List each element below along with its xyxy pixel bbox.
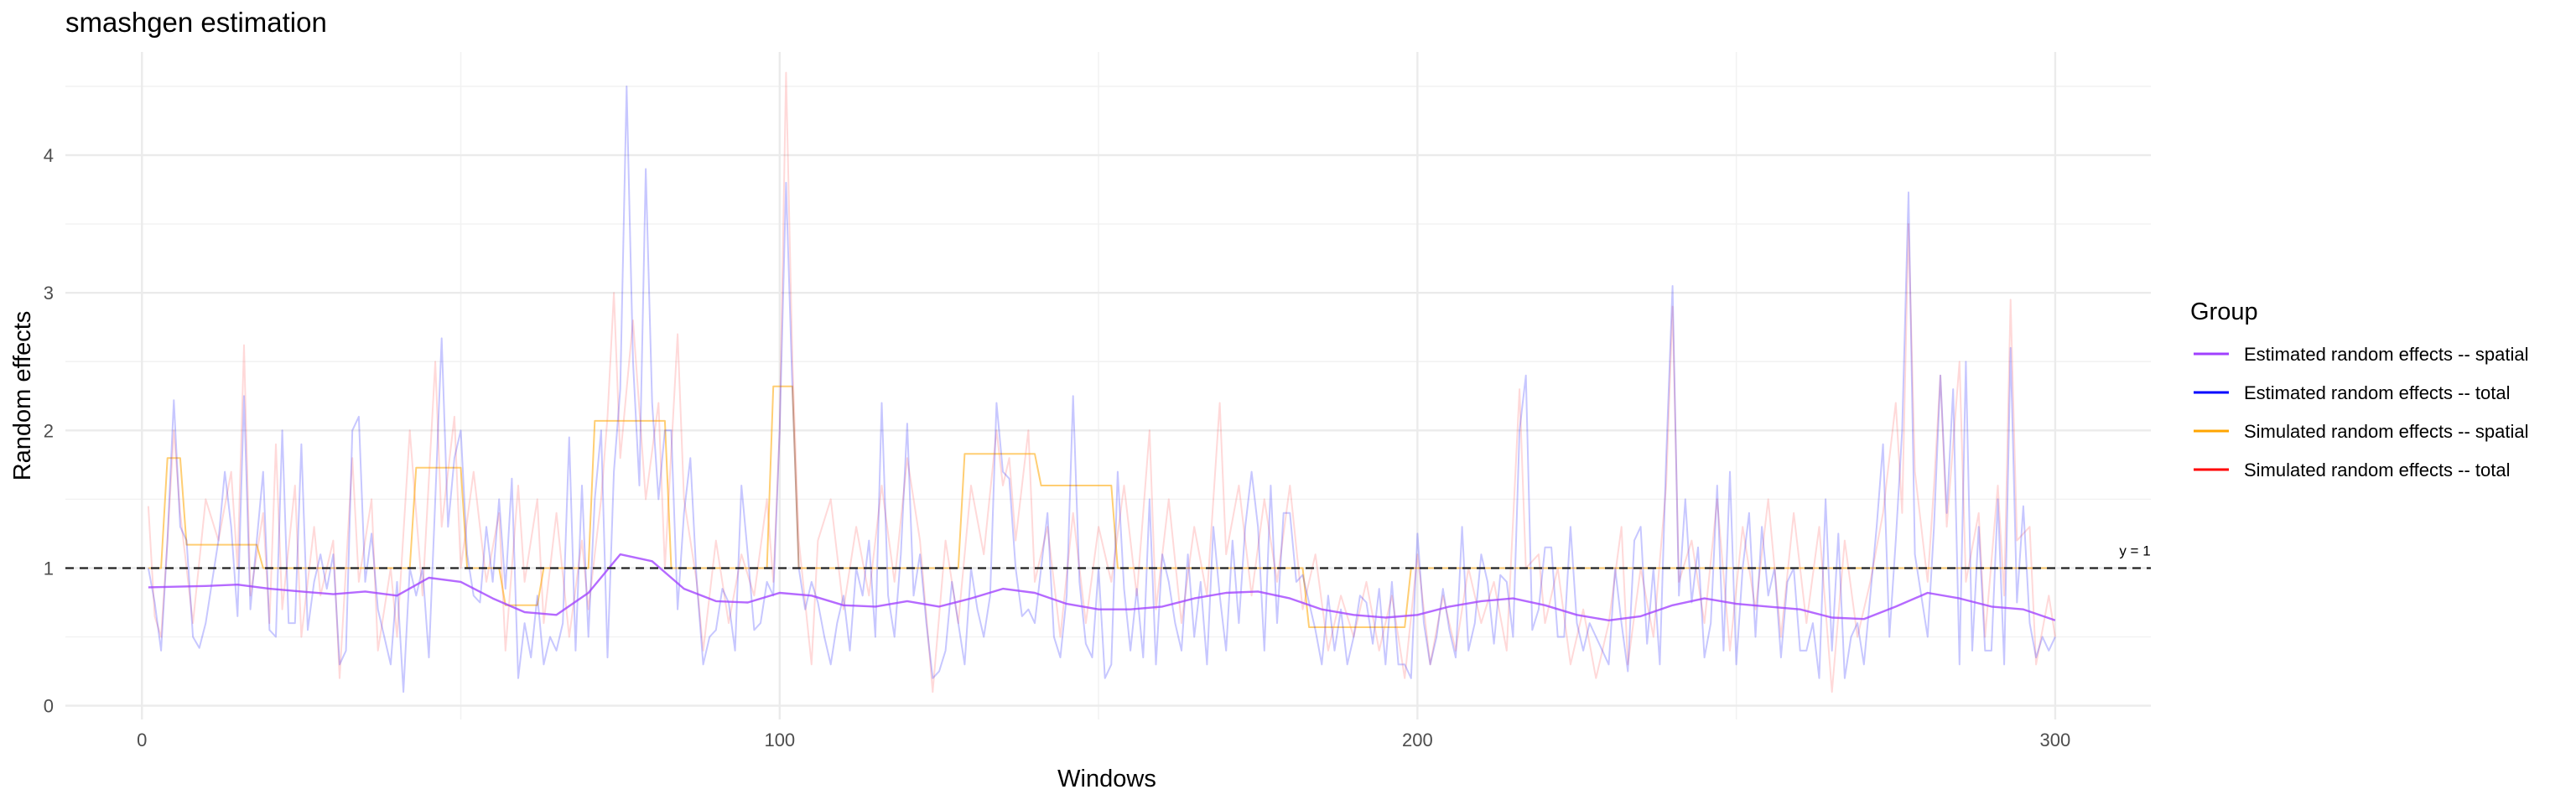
series-line-estimated-random-effects-total [147, 86, 2056, 693]
reference-line-layer: y = 1 [65, 543, 2151, 569]
reference-line-label: y = 1 [2119, 543, 2150, 558]
legend-label: Simulated random effects -- total [2244, 460, 2511, 480]
y-axis-ticks: 0 1 2 3 4 [44, 145, 54, 716]
y-tick-label: 2 [44, 420, 54, 441]
series-line-estimated-random-effects-spatial [148, 553, 2056, 621]
y-tick-label: 0 [44, 696, 54, 717]
series-layer [147, 71, 2056, 693]
legend-title: Group [2190, 299, 2258, 325]
x-tick-label: 300 [2040, 730, 2071, 750]
minor-gridlines [65, 52, 2151, 719]
y-tick-label: 3 [44, 283, 54, 304]
y-tick-label: 1 [44, 558, 54, 579]
series-line-simulated-random-effects-spatial [148, 385, 2055, 628]
chart-title: smashgen estimation [65, 7, 327, 38]
legend-label: Simulated random effects -- spatial [2244, 421, 2529, 442]
legend-label: Estimated random effects -- spatial [2244, 344, 2529, 365]
y-tick-label: 4 [44, 145, 54, 166]
x-axis-ticks: 0 100 200 300 [137, 730, 2070, 750]
x-tick-label: 100 [764, 730, 795, 750]
series-line-simulated-random-effects-total [147, 71, 2056, 693]
x-tick-label: 200 [1402, 730, 1433, 750]
legend: Group Estimated random effects -- spatia… [2190, 299, 2529, 480]
x-axis-title: Windows [1057, 766, 1156, 792]
y-axis-title: Random effects [9, 311, 36, 481]
legend-label: Estimated random effects -- total [2244, 382, 2511, 403]
x-tick-label: 0 [137, 730, 147, 750]
